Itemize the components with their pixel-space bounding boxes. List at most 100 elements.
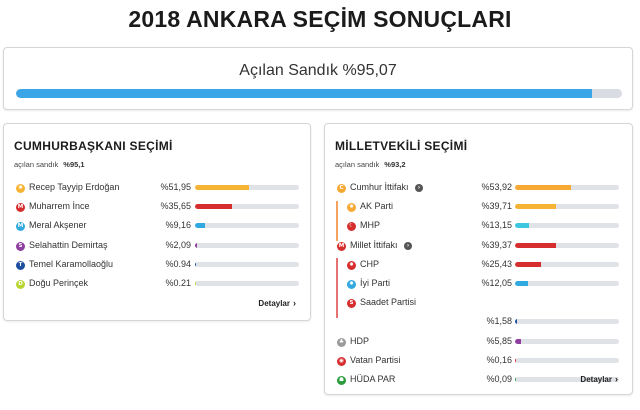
result-bar-track: [515, 242, 619, 248]
dogu-perincek-logo-icon: D: [16, 279, 25, 289]
result-bar-track: [195, 280, 299, 286]
chevron-right-icon: ›: [615, 374, 618, 384]
item-percentage: %35,65: [160, 201, 191, 212]
result-bar-track: [515, 357, 619, 363]
item-name: HDP: [350, 335, 370, 346]
result-bar-fill: [195, 242, 198, 248]
temel-karamollaoglu-logo-icon: T: [16, 260, 25, 270]
overall-progress-track: [16, 89, 622, 98]
parliament-card-title: MİLLETVEKİLİ SEÇİMİ: [335, 139, 468, 153]
item-percentage: %12,05: [481, 277, 512, 288]
row-mhp: ☾ MHP %13,15: [325, 219, 632, 238]
item-name: AK Parti: [360, 201, 394, 212]
result-bar-fill: [515, 223, 529, 229]
item-name: CHP: [360, 258, 380, 269]
muharrem-ince-logo-icon: M: [16, 203, 25, 213]
item-percentage: %39,71: [481, 201, 512, 212]
result-bar-fill: [515, 376, 516, 382]
item-name: Recep Tayyip Erdoğan: [29, 182, 120, 192]
result-bar-fill: [515, 242, 556, 248]
ak-parti-logo-icon: ✸: [347, 203, 356, 213]
opened-ballots-label: açılan sandık: [14, 160, 59, 169]
item-percentage: %9,16: [165, 220, 191, 231]
item-percentage: %51,95: [160, 182, 191, 192]
chevron-right-icon[interactable]: ›: [415, 184, 423, 192]
result-bar-fill: [195, 204, 233, 210]
meral-aksener-logo-icon: M: [16, 222, 25, 232]
item-percentage: %0,09: [486, 373, 512, 384]
result-bar-track: [195, 242, 299, 248]
presidential-card-title: CUMHURBAŞKANI SEÇİMİ: [14, 139, 173, 153]
item-name: Saadet Partisi: [360, 297, 417, 308]
item-name: İyi Parti: [360, 277, 391, 288]
opened-ballots-value: %95,1: [63, 160, 85, 169]
row-chp: ✸ CHP %25,43: [325, 258, 632, 277]
result-bar-track: [515, 338, 619, 344]
parliament-opened-ballots: açılan sandık %93,2: [335, 160, 406, 169]
item-percentage: %2,09: [165, 239, 191, 250]
item-name: Meral Akşener: [29, 220, 87, 231]
item-name: Cumhur İttifakı: [350, 182, 409, 192]
cumhur-alliance-group-line: [336, 201, 338, 241]
presidential-details-link[interactable]: Detaylar ›: [258, 298, 296, 308]
result-bar-track: [515, 261, 619, 267]
item-percentage: %0.21: [165, 277, 191, 288]
row-recep-tayyip-erdogan: ✸ Recep Tayyip Erdoğan %51,95: [4, 181, 310, 200]
item-percentage: %5,85: [486, 335, 512, 346]
row-unnamed-7: %1,58: [325, 315, 632, 334]
item-name: HÜDA PAR: [350, 373, 396, 384]
item-percentage: %25,43: [481, 258, 512, 269]
item-percentage: %1,58: [486, 316, 512, 327]
row-muharrem-ince: M Muharrem İnce %35,65: [4, 200, 310, 219]
chevron-right-icon: ›: [293, 298, 296, 308]
page-title: 2018 ANKARA SEÇİM SONUÇLARI: [128, 6, 512, 32]
presidential-opened-ballots: açılan sandık %95,1: [14, 160, 85, 169]
chevron-right-icon[interactable]: ›: [404, 241, 412, 250]
hdp-logo-icon: ♣: [337, 337, 346, 347]
item-name: Millet İttifakı: [350, 239, 398, 250]
item-name: Muharrem İnce: [29, 201, 90, 212]
item-name: MHP: [360, 220, 380, 231]
row-hdp: ♣ HDP %5,85: [325, 335, 632, 354]
item-percentage: %0.94: [165, 258, 191, 269]
result-bar-track: [195, 185, 299, 190]
item-percentage: %53,92: [481, 182, 512, 192]
millet-ittifaki-logo-icon: M: [337, 241, 346, 251]
item-name: Temel Karamollaoğlu: [29, 258, 114, 269]
row-vatan-partisi: ◉ Vatan Partisi %0,16: [325, 354, 632, 373]
result-bar-fill: [195, 261, 196, 267]
item-percentage: %0,16: [486, 354, 512, 365]
result-bar-fill: [515, 261, 542, 267]
result-bar-fill: [515, 185, 572, 190]
result-bar-track: [515, 185, 619, 190]
opened-ballots-value: %93,2: [384, 160, 406, 169]
result-bar-fill: [195, 185, 250, 190]
row-dogu-perincek: D Doğu Perinçek %0.21: [4, 277, 310, 296]
saadet-partisi-logo-icon: S: [347, 299, 356, 309]
result-bar-track: [515, 204, 619, 210]
row-saadet-partisi: S Saadet Partisi: [325, 296, 632, 315]
presidential-election-card: CUMHURBAŞKANI SEÇİMİ açılan sandık %95,1…: [3, 123, 311, 321]
result-bar-track: [515, 223, 619, 229]
row-selahattin-demirtas: S Selahattin Demirtaş %2,09: [4, 239, 310, 258]
result-bar-fill: [515, 280, 528, 286]
item-percentage: %13,15: [481, 220, 512, 231]
vatan-partisi-logo-icon: ◉: [337, 356, 346, 366]
item-percentage: %39,37: [481, 239, 512, 250]
result-bar-fill: [515, 204, 557, 210]
item-name: Selahattin Demirtaş: [29, 239, 108, 250]
details-label: Detaylar: [580, 375, 612, 384]
parliament-details-link[interactable]: Detaylar ›: [580, 374, 618, 384]
row-temel-karamollaoglu: T Temel Karamollaoğlu %0.94: [4, 258, 310, 277]
selahattin-demirtas-logo-icon: S: [16, 241, 25, 251]
details-label: Detaylar: [258, 299, 290, 308]
result-bar-fill: [195, 280, 196, 286]
huda-par-logo-icon: ☗: [337, 375, 346, 385]
item-name: Vatan Partisi: [350, 354, 401, 365]
result-bar-track: [515, 376, 619, 382]
chp-logo-icon: ✸: [347, 260, 356, 270]
row-cumhur-ittifaki: C Cumhur İttifakı › %53,92: [325, 181, 632, 200]
overall-progress-card: Açılan Sandık %95,07: [3, 47, 633, 110]
result-bar-fill: [515, 338, 522, 344]
result-bar-fill: [515, 357, 516, 363]
